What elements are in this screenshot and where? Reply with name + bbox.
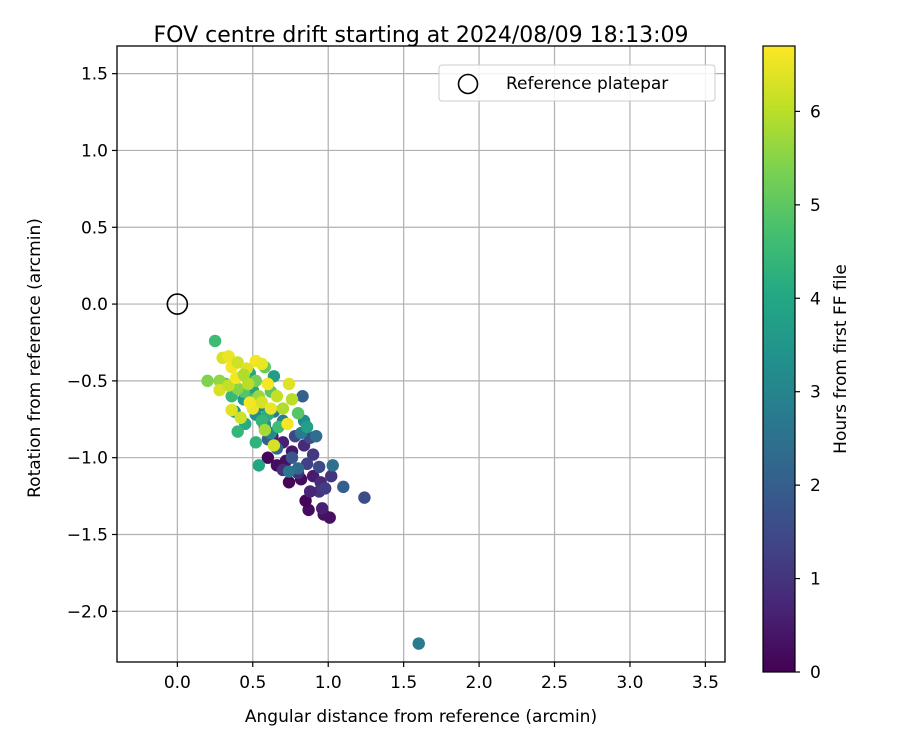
scatter-point xyxy=(270,390,284,403)
scatter-point xyxy=(281,417,294,431)
scatter-point xyxy=(222,379,235,392)
scatter-point xyxy=(282,465,296,478)
scatter-point xyxy=(225,403,238,417)
data-points xyxy=(201,334,425,650)
plot-frame xyxy=(116,45,726,663)
y-tick-label: −0.5 xyxy=(67,372,108,392)
scatter-point xyxy=(267,439,281,452)
scatter-point xyxy=(261,377,275,391)
scatter-point xyxy=(231,425,244,438)
scatter-point xyxy=(222,350,235,363)
scatter-point xyxy=(306,448,320,461)
x-tick-label: 1.5 xyxy=(390,673,417,693)
x-tick-label: 3.0 xyxy=(616,673,643,693)
scatter-point xyxy=(252,459,266,472)
colorbar-tick-label: 5 xyxy=(810,196,821,216)
x-axis-ticks: 0.0 0.5 1.0 1.5 2.0 2.5 3.0 3.5 xyxy=(164,662,719,693)
scatter-point xyxy=(261,451,275,464)
scatter-point xyxy=(231,356,244,369)
reference-marker xyxy=(166,293,189,315)
scatter-point xyxy=(208,334,222,348)
scatter-point xyxy=(412,637,425,650)
scatter-point xyxy=(337,480,350,494)
x-axis-label: Angular distance from reference (arcmin) xyxy=(245,707,597,727)
x-tick-label: 1.0 xyxy=(315,673,342,693)
scatter-point xyxy=(285,393,299,406)
y-axis-ticks: 1.5 1.0 0.5 0.0 −0.5 −1.0 −1.5 −2.0 xyxy=(67,65,117,622)
scatter-point xyxy=(201,374,214,388)
scatter-point xyxy=(309,429,323,443)
grid xyxy=(117,46,725,662)
colorbar-tick-label: 0 xyxy=(810,663,821,683)
scatter-point xyxy=(282,377,296,391)
colorbar-label: Hours from first FF file xyxy=(831,264,851,454)
scatter-point xyxy=(249,436,262,449)
scatter-point xyxy=(285,451,299,464)
y-tick-label: 0.0 xyxy=(81,295,108,315)
colorbar-ticks: 0 1 2 3 4 5 6 xyxy=(795,102,821,683)
scatter-point xyxy=(282,476,296,489)
x-tick-label: 0.5 xyxy=(239,673,266,693)
scatter-point xyxy=(243,396,256,409)
colorbar-tick-label: 6 xyxy=(810,102,821,122)
y-tick-label: −2.0 xyxy=(67,602,108,622)
y-tick-label: −1.5 xyxy=(67,525,108,545)
scatter-point xyxy=(326,459,339,472)
chart-title: FOV centre drift starting at 2024/08/09 … xyxy=(154,23,689,48)
scatter-point xyxy=(318,482,332,495)
scatter-point xyxy=(312,460,326,474)
legend-open-circle-marker xyxy=(457,73,479,95)
scatter-point xyxy=(291,406,305,420)
scatter-point xyxy=(255,396,269,409)
y-tick-label: 1.0 xyxy=(81,141,108,161)
scatter-point xyxy=(237,368,250,381)
legend-label: Reference platepar xyxy=(506,74,668,94)
y-tick-label: 0.5 xyxy=(81,218,108,238)
scatter-point xyxy=(242,377,255,391)
scatter-point xyxy=(296,390,309,403)
legend-box xyxy=(438,64,716,102)
colorbar-tick-label: 3 xyxy=(810,383,821,403)
scatter-point xyxy=(276,402,290,415)
scatter-point xyxy=(234,411,247,424)
scatter-point xyxy=(315,502,329,515)
scatter-point xyxy=(299,494,312,507)
colorbar-tick-label: 4 xyxy=(810,289,821,309)
legend: Reference platepar xyxy=(438,64,716,102)
scatter-point xyxy=(300,420,314,434)
x-tick-label: 2.0 xyxy=(466,673,493,693)
colorbar: 0 1 2 3 4 5 6 Hours from first FF file xyxy=(762,45,851,683)
colorbar-gradient xyxy=(762,45,796,673)
scatter-point xyxy=(325,469,338,483)
scatter-point xyxy=(258,423,272,437)
scatter-point xyxy=(303,485,317,498)
x-tick-label: 3.5 xyxy=(692,673,719,693)
x-tick-label: 2.5 xyxy=(541,673,568,693)
reference-platepar-point xyxy=(166,293,189,315)
scatter-point xyxy=(264,402,278,415)
scatter-point xyxy=(358,491,371,504)
colorbar-tick-label: 1 xyxy=(810,570,821,590)
y-tick-label: −1.0 xyxy=(67,449,108,469)
colorbar-tick-label: 2 xyxy=(810,476,821,496)
x-tick-label: 0.0 xyxy=(164,673,191,693)
scatter-point xyxy=(255,357,269,371)
y-axis-label: Rotation from reference (arcmin) xyxy=(25,218,45,498)
scatter-point xyxy=(323,511,336,524)
y-tick-label: 1.5 xyxy=(81,65,108,85)
